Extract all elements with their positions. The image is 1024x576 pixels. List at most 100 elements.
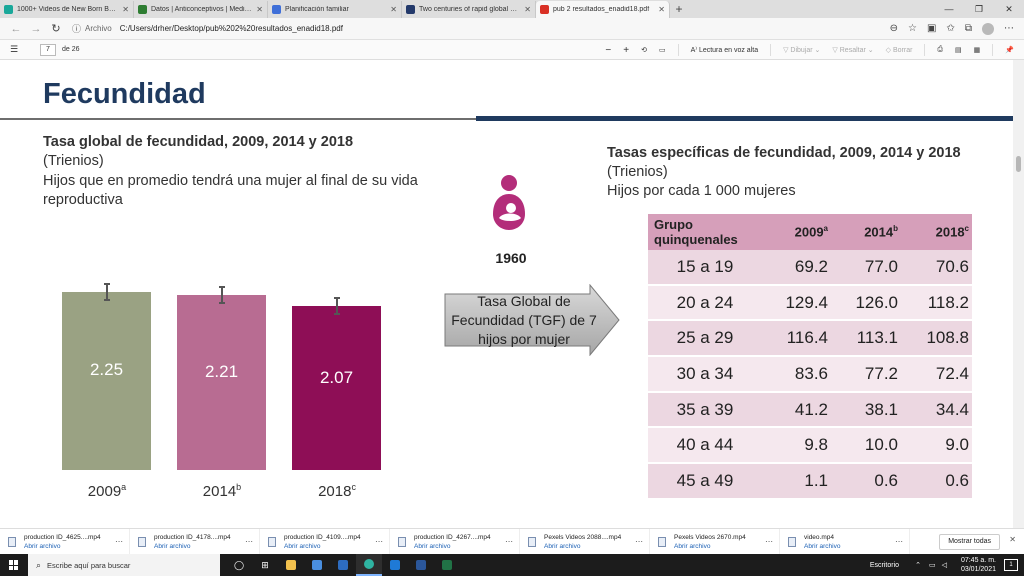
close-window-icon[interactable]: ✕ bbox=[1005, 4, 1013, 14]
tray-overflow-icon[interactable]: ⌃ bbox=[915, 562, 921, 569]
favorites-icon[interactable]: ✩ bbox=[946, 22, 955, 34]
zoom-out-icon[interactable]: − bbox=[605, 44, 612, 56]
download-filename: Pexels Videos 2088....mp4 bbox=[544, 533, 622, 541]
pin-toolbar-icon[interactable]: 📌 bbox=[1005, 47, 1014, 54]
file-explorer-icon[interactable] bbox=[278, 554, 304, 576]
widgets-icon[interactable]: ⊞ bbox=[261, 559, 269, 570]
download-item[interactable]: production ID_4178....mp4 Abrir archivo ⋯ bbox=[130, 528, 260, 555]
open-file-link[interactable]: Abrir archivo bbox=[284, 542, 321, 550]
edge-icon[interactable] bbox=[356, 554, 382, 576]
browser-tab[interactable]: pub 2 resultados_enadid18.pdf ✕ bbox=[536, 1, 670, 18]
error-bar bbox=[220, 287, 223, 304]
file-icon bbox=[398, 536, 406, 547]
more-icon[interactable]: ⋯ bbox=[1004, 22, 1014, 34]
favorite-star-icon[interactable]: ☆ bbox=[908, 22, 918, 34]
pdf-page: Fecundidad Tasa global de fecundidad, 20… bbox=[0, 60, 1013, 528]
open-file-link[interactable]: Abrir archivo bbox=[24, 542, 61, 550]
download-more-icon[interactable]: ⋯ bbox=[375, 537, 383, 546]
start-button[interactable] bbox=[0, 554, 28, 576]
url-field[interactable]: ⓘ Archivo C:/Users/drher/Desktop/pub%202… bbox=[72, 22, 890, 35]
table-cell: 34.4 bbox=[935, 399, 969, 419]
download-more-icon[interactable]: ⋯ bbox=[245, 537, 253, 546]
url-text[interactable]: C:/Users/drher/Desktop/pub%202%20resulta… bbox=[119, 24, 343, 33]
reload-icon[interactable]: ↻ bbox=[51, 23, 61, 35]
excel-icon[interactable] bbox=[434, 554, 460, 576]
header-2014: 2014b bbox=[864, 224, 898, 240]
download-item[interactable]: video.mp4 Abrir archivo ⋯ bbox=[780, 528, 910, 555]
open-file-link[interactable]: Abrir archivo bbox=[414, 542, 451, 550]
download-more-icon[interactable]: ⋯ bbox=[765, 537, 773, 546]
table-cell: 118.2 bbox=[927, 292, 969, 312]
show-all-downloads-button[interactable]: Mostrar todas bbox=[939, 534, 1000, 550]
volume-icon[interactable]: ◁ bbox=[941, 562, 947, 569]
open-file-link[interactable]: Abrir archivo bbox=[544, 542, 581, 550]
highlight-button[interactable]: ▽ Resaltar ⌄ bbox=[832, 47, 874, 54]
download-more-icon[interactable]: ⋯ bbox=[505, 537, 513, 546]
store-icon[interactable] bbox=[304, 554, 330, 576]
download-more-icon[interactable]: ⋯ bbox=[635, 537, 643, 546]
save-as-icon[interactable]: ▦ bbox=[973, 47, 981, 54]
clock[interactable]: 07:45 a. m. 03/01/2021 bbox=[960, 557, 996, 573]
tab-close-icon[interactable]: ✕ bbox=[256, 5, 263, 14]
browser-tab[interactable]: Datos | Anticonceptivos | Medicina ✕ bbox=[134, 1, 268, 18]
download-item[interactable]: production ID_4109....mp4 Abrir archivo ⋯ bbox=[260, 528, 390, 555]
open-file-link[interactable]: Abrir archivo bbox=[674, 542, 711, 550]
network-icon[interactable]: ▭ bbox=[928, 562, 936, 569]
pdf-scrollbar[interactable] bbox=[1013, 60, 1024, 528]
print-icon[interactable]: ⎙ bbox=[937, 46, 944, 53]
desktop-label[interactable]: Escritorio bbox=[869, 561, 900, 569]
notifications-icon[interactable]: 1 bbox=[1004, 559, 1018, 571]
table-cell: 72.4 bbox=[935, 363, 969, 383]
page-number-input[interactable]: 7 bbox=[40, 43, 56, 56]
table-cell: 40 a 44 bbox=[676, 435, 734, 455]
zoom-in-icon[interactable]: + bbox=[623, 44, 630, 56]
browser-tab[interactable]: 1000+ Videos de New Born Baby ✕ bbox=[0, 1, 134, 18]
tab-close-icon[interactable]: ✕ bbox=[122, 5, 129, 14]
browser-tab[interactable]: Two centuries of rapid global population… bbox=[402, 1, 536, 18]
download-more-icon[interactable]: ⋯ bbox=[895, 537, 903, 546]
scrollbar-thumb[interactable] bbox=[1016, 156, 1021, 172]
erase-button[interactable]: ◇ Borrar bbox=[885, 47, 913, 54]
tab-close-icon[interactable]: ✕ bbox=[524, 5, 531, 14]
draw-button[interactable]: ▽ Dibujar ⌄ bbox=[783, 47, 821, 54]
table-cell: 9.8 bbox=[804, 435, 828, 455]
contents-menu-icon[interactable]: ☰ bbox=[9, 44, 19, 54]
minimize-icon[interactable]: — bbox=[944, 4, 954, 14]
word-icon[interactable] bbox=[408, 554, 434, 576]
avatar[interactable] bbox=[982, 22, 994, 35]
tab-close-icon[interactable]: ✕ bbox=[390, 5, 397, 14]
table-cell: 30 a 34 bbox=[676, 363, 734, 383]
table-row: 30 a 34 83.6 77.2 72.4 bbox=[648, 357, 972, 393]
download-item[interactable]: Pexels Videos 2088....mp4 Abrir archivo ⋯ bbox=[520, 528, 650, 555]
table-cell: 70.6 bbox=[935, 256, 969, 276]
download-item[interactable]: production ID_4625....mp4 Abrir archivo ⋯ bbox=[0, 528, 130, 555]
download-more-icon[interactable]: ⋯ bbox=[115, 537, 123, 546]
rotate-icon[interactable]: ⟲ bbox=[641, 47, 647, 54]
app-icon[interactable] bbox=[382, 554, 408, 576]
forward-icon[interactable]: → bbox=[30, 22, 42, 35]
restore-icon[interactable]: ❐ bbox=[974, 4, 984, 14]
read-aloud-button[interactable]: A⁾ Lectura en voz alta bbox=[690, 47, 759, 54]
fit-page-icon[interactable]: ▭ bbox=[658, 47, 666, 54]
browser-tab[interactable]: Planificación familiar ✕ bbox=[268, 1, 402, 18]
close-downloads-icon[interactable]: ✕ bbox=[1009, 535, 1016, 544]
open-file-link[interactable]: Abrir archivo bbox=[154, 542, 191, 550]
table-cell: 129.4 bbox=[785, 292, 828, 312]
collections-icon[interactable]: ⧉ bbox=[964, 22, 972, 34]
taskbar-search[interactable]: ⌕ Escribe aquí para buscar bbox=[28, 554, 220, 576]
zoom-icon[interactable]: ⊖ bbox=[889, 22, 899, 34]
file-icon bbox=[268, 536, 276, 547]
tab-close-icon[interactable]: ✕ bbox=[658, 5, 665, 14]
task-view-icon[interactable]: ◯ bbox=[233, 559, 245, 570]
specific-rates-heading: Tasas específicas de fecundidad, 2009, 2… bbox=[607, 145, 961, 161]
save-icon[interactable]: ▤ bbox=[955, 47, 962, 54]
tab-favicon-icon bbox=[4, 5, 13, 14]
download-item[interactable]: production ID_4267....mp4 Abrir archivo ⋯ bbox=[390, 528, 520, 555]
new-tab-button[interactable]: + bbox=[675, 2, 683, 16]
download-item[interactable]: Pexels Videos 2670.mp4 Abrir archivo ⋯ bbox=[650, 528, 780, 555]
extension-icon[interactable]: ▣ bbox=[927, 22, 937, 34]
mail-icon[interactable] bbox=[330, 554, 356, 576]
table-cell: 0.6 bbox=[945, 470, 969, 490]
back-icon[interactable]: ← bbox=[10, 22, 22, 35]
open-file-link[interactable]: Abrir archivo bbox=[804, 542, 841, 550]
